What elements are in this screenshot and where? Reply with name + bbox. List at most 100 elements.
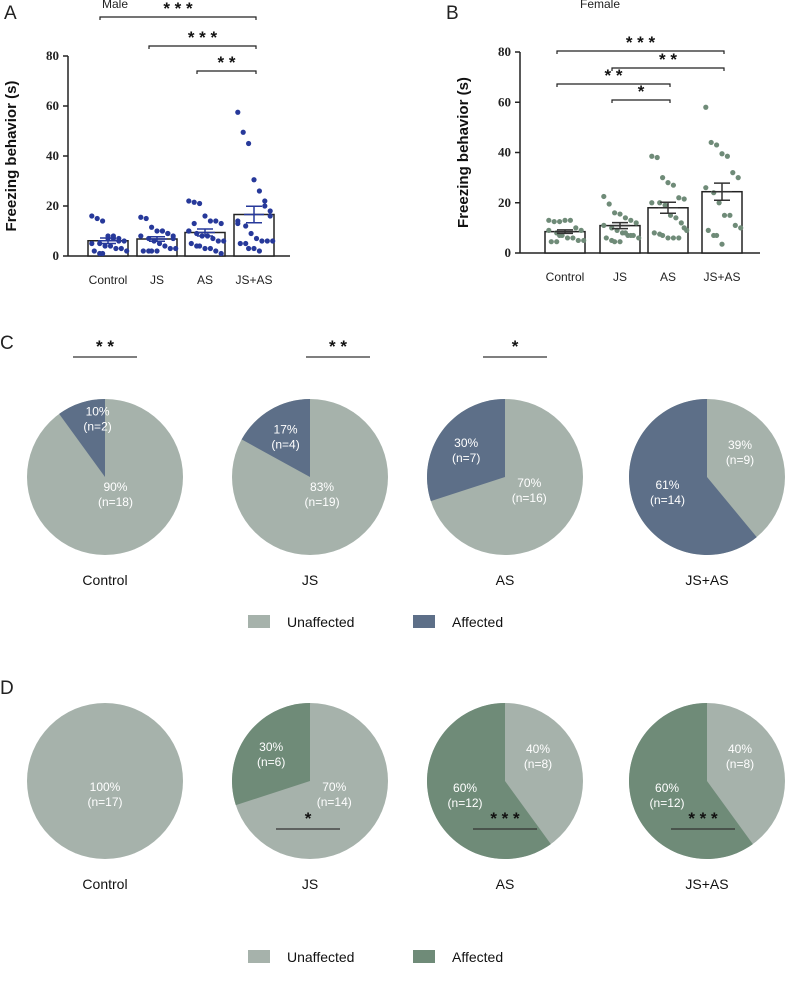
data-point [154,228,160,234]
data-point [89,240,95,247]
error-bar [712,182,732,201]
data-point [218,250,224,257]
data-point [235,220,241,227]
pie-category-label: JS [302,876,318,892]
data-point [732,222,738,228]
data-point [94,215,100,222]
pie-slice-affected [59,399,105,477]
pie-unaffected-percent: 83% [310,480,334,494]
significance-bracket [611,67,725,71]
pie-slice-affected [629,399,757,555]
significance-stars: * * * [188,28,218,47]
pie-slice-affected [231,703,310,806]
data-point [246,245,252,252]
panel-label-B: B [446,3,459,24]
data-point [173,245,179,252]
pie-category-label: JS [302,572,318,588]
data-point [714,142,720,148]
data-point [603,235,609,241]
error-bar [610,221,630,230]
data-point [256,248,262,254]
data-point [628,232,634,239]
data-point [267,208,273,214]
data-point [221,238,227,244]
significance-stars: * [305,809,312,828]
data-point [165,230,171,237]
data-point [575,237,581,244]
pie-affected-percent: 60% [655,781,679,795]
data-point [149,248,155,254]
data-point [243,223,249,229]
y-tick-label: 80 [498,44,511,59]
pie-category-label: Control [82,876,127,892]
pie-affected-percent: 60% [453,781,477,795]
data-point [676,235,682,241]
data-point [711,190,717,196]
pie-affected-n: (n=14) [650,493,685,507]
data-point [660,175,666,181]
data-point [107,243,114,249]
data-point [235,109,241,115]
error-bar [244,205,264,224]
data-point [210,235,216,242]
data-point [564,235,571,241]
data-point [622,230,629,236]
data-point [703,185,709,191]
data-point [270,238,276,244]
error-bar [658,201,678,215]
data-point [727,212,733,218]
data-point [138,214,144,220]
legend-swatch-unaffected [248,950,270,963]
data-point [681,225,687,231]
y-tick-label: 0 [53,248,60,263]
pie-unaffected-n: (n=8) [726,757,754,771]
data-point [256,188,262,194]
data-point [246,140,252,147]
pie-affected-n: (n=7) [452,451,480,465]
data-point [567,217,574,223]
data-point [617,239,623,245]
data-point [570,235,576,241]
data-point [662,202,668,208]
data-point [651,230,657,236]
pie-unaffected-percent: 70% [322,780,346,794]
legend-swatch-affected [413,615,435,628]
data-point [719,241,725,247]
x-tick-label: JS [150,273,164,287]
pie-affected-percent: 30% [454,436,478,450]
panel-label-D: D [0,678,14,699]
data-point [167,245,173,252]
pie-slice-affected [241,399,310,477]
data-point [573,225,579,231]
data-point [188,240,194,247]
pie-category-label: JS+AS [685,876,728,892]
data-point [191,199,197,205]
significance-bracket [556,50,725,54]
data-point [197,243,203,249]
data-point [705,227,711,233]
data-point [649,200,655,206]
data-point [207,218,213,224]
data-point [213,218,219,224]
data-point [581,237,587,244]
y-tick-label: 20 [46,198,59,213]
data-point [657,200,663,206]
pie-slice-unaffected [27,703,183,859]
y-tick-label: 20 [498,195,511,210]
data-point [678,220,684,226]
data-point [100,218,106,224]
data-point [716,200,722,206]
significance-stars: * * * [688,809,718,828]
error-bar [195,228,215,237]
pie-affected-n: (n=2) [83,420,111,434]
data-point [149,224,155,230]
data-point [649,153,655,159]
data-point [636,235,642,241]
data-point [121,238,127,244]
data-point [91,248,97,254]
data-point [262,198,268,204]
pie-category-label: AS [496,572,515,588]
data-point [240,129,246,135]
error-bar [98,237,118,245]
